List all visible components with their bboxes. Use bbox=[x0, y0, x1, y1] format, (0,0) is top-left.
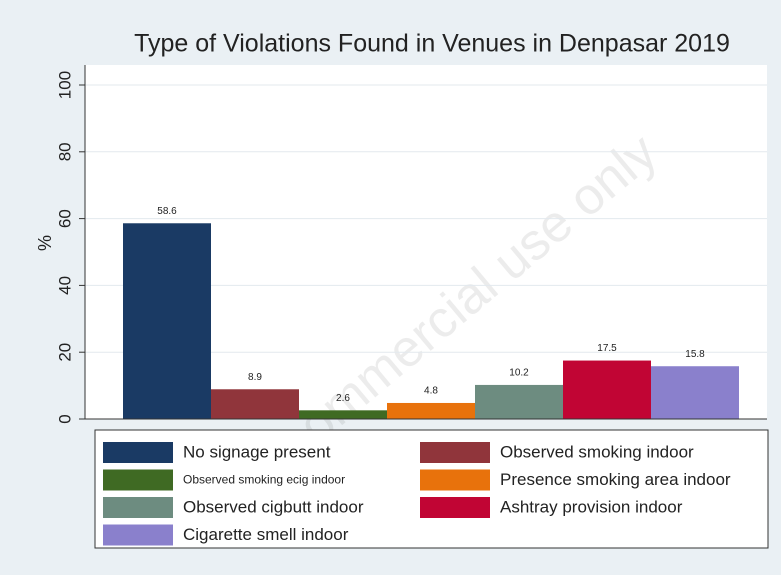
y-tick-label: 0 bbox=[55, 414, 74, 423]
y-tick-label: 60 bbox=[55, 209, 74, 228]
legend-label: Cigarette smell indoor bbox=[183, 525, 349, 544]
value-label: 10.2 bbox=[509, 368, 529, 379]
value-label: 8.9 bbox=[248, 372, 262, 383]
legend-swatch bbox=[420, 469, 490, 491]
value-label: 58.6 bbox=[157, 206, 177, 217]
legend-swatch bbox=[420, 497, 490, 518]
bar bbox=[211, 389, 299, 419]
legend-swatch bbox=[103, 524, 173, 546]
chart-title: Type of Violations Found in Venues in De… bbox=[134, 30, 730, 58]
legend-swatch bbox=[103, 497, 173, 518]
y-axis-label: % bbox=[35, 235, 55, 251]
legend-label: Presence smoking area indoor bbox=[500, 470, 731, 489]
y-tick-label: 100 bbox=[55, 71, 74, 99]
value-label: 2.6 bbox=[336, 393, 350, 404]
legend-label: No signage present bbox=[183, 442, 331, 461]
legend-swatch bbox=[103, 469, 173, 491]
bar bbox=[387, 402, 475, 419]
value-label: 17.5 bbox=[597, 343, 617, 354]
legend-swatch bbox=[420, 442, 490, 463]
legend-label: Observed cigbutt indoor bbox=[183, 497, 364, 516]
bar bbox=[299, 410, 387, 419]
legend-label: Observed smoking indoor bbox=[500, 442, 694, 461]
y-tick-label: 40 bbox=[55, 276, 74, 295]
y-tick-label: 20 bbox=[55, 343, 74, 362]
legend-label: Observed smoking ecig indoor bbox=[183, 473, 345, 487]
bar bbox=[475, 384, 563, 419]
bar bbox=[123, 223, 211, 419]
legend-swatch bbox=[103, 442, 173, 463]
bar bbox=[563, 360, 651, 419]
value-label: 4.8 bbox=[424, 386, 438, 397]
value-label: 15.8 bbox=[685, 349, 705, 360]
bar bbox=[651, 366, 739, 419]
y-tick-label: 80 bbox=[55, 142, 74, 161]
legend-label: Ashtray provision indoor bbox=[500, 497, 683, 516]
